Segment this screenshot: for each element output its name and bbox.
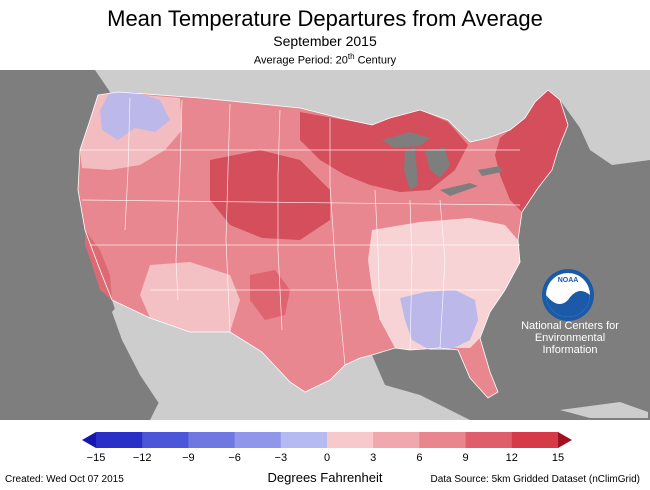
colorbar-tick-label: 3 [370, 452, 377, 464]
warm-northeast [495, 90, 568, 212]
colorbar-tick-label: −3 [274, 452, 288, 464]
noaa-logo-icon: NOAA [542, 269, 594, 321]
temperature-map: NOAA [0, 70, 650, 420]
colorbar [82, 432, 572, 448]
colorbar-segment [419, 432, 467, 448]
near-normal-southwest [140, 262, 240, 332]
cuba-landmass [560, 402, 648, 418]
colorbar-segment [280, 432, 328, 448]
warm-upper-midwest [300, 110, 468, 192]
colorbar-segment [234, 432, 282, 448]
colorbar-tick-label: 12 [505, 452, 518, 464]
cool-southeast [400, 290, 478, 350]
warm-central-plains [210, 150, 330, 240]
colorbar-tick-label: 9 [462, 452, 469, 464]
colorbar-tick-label: −9 [182, 452, 195, 464]
colorbar-tick-label: −12 [132, 452, 152, 464]
colorbar-tick-label: −15 [86, 452, 106, 464]
colorbar-high-arrow [558, 432, 572, 448]
data-source: Data Source: 5km Gridded Dataset (nClimG… [430, 474, 640, 485]
us-outline [77, 89, 569, 399]
great-lakes [382, 132, 502, 196]
created-date: Created: Wed Oct 07 2015 [5, 474, 124, 485]
colorbar-segment [327, 432, 374, 448]
colorbar-segment [465, 432, 513, 448]
colorbar-segment [188, 432, 236, 448]
map-title: Mean Temperature Departures from Average [107, 6, 543, 31]
baja-peninsula [112, 305, 165, 405]
state-borders [80, 97, 521, 366]
colorbar-segment [511, 432, 559, 448]
map-subtitle: September 2015 [273, 33, 377, 49]
warm-southwest-patch [250, 270, 290, 320]
mexico-landmass [112, 300, 470, 420]
colorbar-segment [96, 432, 143, 448]
colorbar-segment [373, 432, 420, 448]
colorbar-tick-label: 6 [416, 452, 423, 464]
legend-units: Degrees Fahrenheit [267, 470, 383, 485]
colorbar-tick-label: 15 [551, 452, 565, 464]
noaa-logo-text: NOAA [558, 277, 579, 284]
average-period: Average Period: 20th Century [253, 52, 397, 67]
cool-pacific-northwest [100, 92, 170, 140]
colorbar-tick-label: 0 [323, 452, 331, 464]
canada-landmass [95, 70, 650, 165]
colorbar-tick-label: −6 [228, 452, 241, 464]
colorbar-segment [142, 432, 189, 448]
institution-name: National Centers for Environmental Infor… [521, 320, 619, 356]
colorbar-low-arrow [82, 432, 96, 448]
